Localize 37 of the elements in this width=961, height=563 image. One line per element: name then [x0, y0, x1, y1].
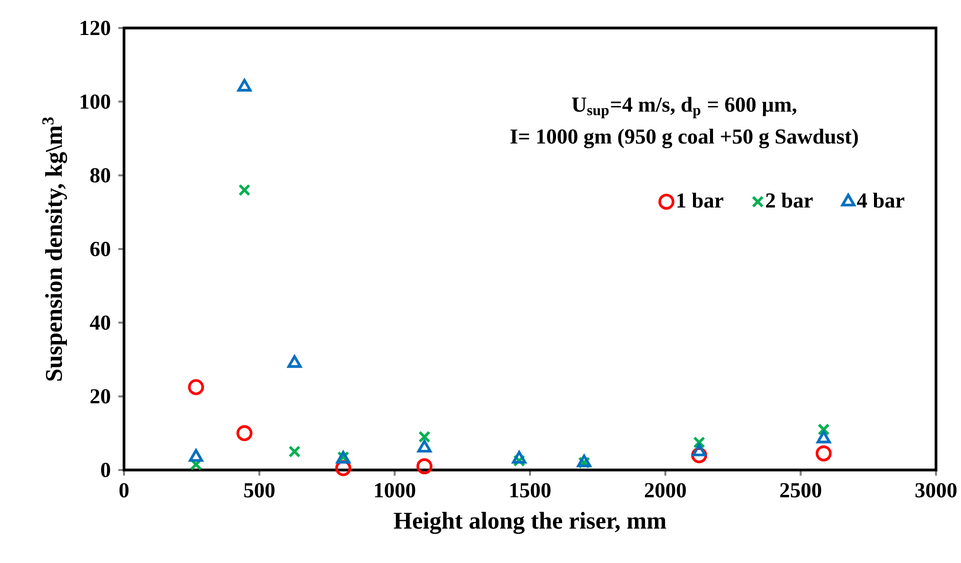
- y-tick-label: 0: [101, 462, 110, 478]
- annotation: I= 1000 gm (950 g coal +50 g Sawdust): [510, 128, 858, 148]
- point: [693, 436, 706, 448]
- point: [288, 446, 301, 458]
- y-axis-title: Suspension density, kg\m$^{3}$: [42, 117, 68, 381]
- point: [236, 425, 252, 442]
- y-tick-label: 120: [80, 20, 110, 36]
- point: [416, 458, 432, 474]
- point: [237, 78, 252, 92]
- y-tick-label: 80: [90, 168, 110, 183]
- point: [692, 444, 706, 456]
- y-tick-label: 40: [90, 315, 110, 330]
- point: [188, 449, 204, 462]
- legend-label: 4 bar: [856, 192, 904, 208]
- point: [816, 430, 831, 444]
- legend-label: 2 bar: [766, 192, 813, 208]
- x-tick-label: 500: [244, 483, 275, 498]
- legend-label: 1 bar: [677, 192, 724, 208]
- x-tick-label: 0: [119, 483, 129, 498]
- x-tick-label: 1500: [510, 483, 551, 498]
- x-tick-label: 3000: [915, 483, 957, 498]
- x-tick-label: 2500: [780, 483, 822, 498]
- point: [238, 184, 251, 196]
- point: [418, 430, 430, 443]
- y-tick-label: 60: [90, 242, 110, 256]
- point: [818, 423, 830, 436]
- point: [816, 445, 832, 462]
- point: [512, 450, 526, 464]
- x-tick-label: 2000: [644, 483, 686, 498]
- point: [188, 379, 204, 396]
- y-tick-label: 20: [90, 389, 110, 404]
- point: [417, 440, 432, 453]
- point: [287, 355, 302, 368]
- x-axis-title: Height along the riser, mm: [394, 512, 666, 534]
- annotation: U$_{sup}$=4 m/s, d$_{p}$ = 600 µm,: [572, 96, 796, 118]
- y-tick-label: 100: [80, 94, 110, 109]
- x-tick-label: 1000: [375, 483, 416, 498]
